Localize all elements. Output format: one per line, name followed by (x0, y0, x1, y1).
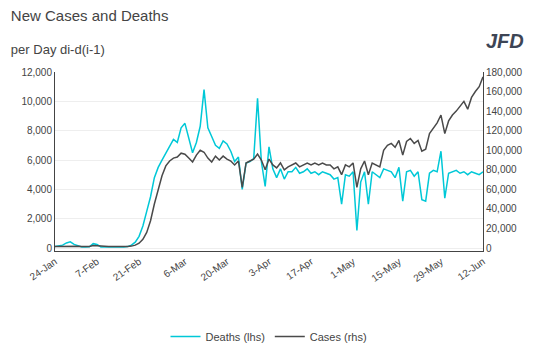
svg-text:0: 0 (486, 243, 492, 254)
svg-text:Deaths (lhs): Deaths (lhs) (206, 331, 265, 343)
svg-text:160,000: 160,000 (486, 86, 523, 97)
svg-text:7-Feb: 7-Feb (73, 255, 101, 279)
svg-text:4,000: 4,000 (27, 184, 52, 195)
svg-text:12-Jun: 12-Jun (456, 256, 487, 283)
svg-text:60,000: 60,000 (486, 184, 517, 195)
svg-text:3-Apr: 3-Apr (247, 255, 274, 278)
svg-text:20-Mar: 20-Mar (199, 255, 232, 283)
svg-text:per Day di-d(i-1): per Day di-d(i-1) (11, 42, 105, 57)
svg-text:24-Jan: 24-Jan (28, 256, 59, 283)
svg-text:80,000: 80,000 (486, 164, 517, 175)
svg-text:JFD: JFD (486, 30, 524, 52)
svg-text:8,000: 8,000 (27, 125, 52, 136)
svg-text:Cases (rhs): Cases (rhs) (310, 331, 367, 343)
svg-text:10,000: 10,000 (21, 96, 52, 107)
svg-text:40,000: 40,000 (486, 203, 517, 214)
svg-text:17-Apr: 17-Apr (284, 255, 315, 282)
svg-text:29-May: 29-May (411, 256, 445, 284)
svg-text:140,000: 140,000 (486, 106, 523, 117)
svg-text:New Cases and Deaths: New Cases and Deaths (11, 7, 169, 24)
svg-text:120,000: 120,000 (486, 125, 523, 136)
svg-text:100,000: 100,000 (486, 145, 523, 156)
svg-text:12,000: 12,000 (21, 67, 52, 78)
svg-text:0: 0 (46, 243, 52, 254)
svg-text:20,000: 20,000 (486, 223, 517, 234)
svg-text:15-May: 15-May (369, 256, 403, 284)
svg-text:2,000: 2,000 (27, 213, 52, 224)
svg-text:21-Feb: 21-Feb (111, 255, 144, 282)
svg-text:1-May: 1-May (328, 256, 357, 281)
svg-text:180,000: 180,000 (486, 67, 523, 78)
svg-text:6-Mar: 6-Mar (161, 255, 189, 279)
svg-text:6,000: 6,000 (27, 155, 52, 166)
